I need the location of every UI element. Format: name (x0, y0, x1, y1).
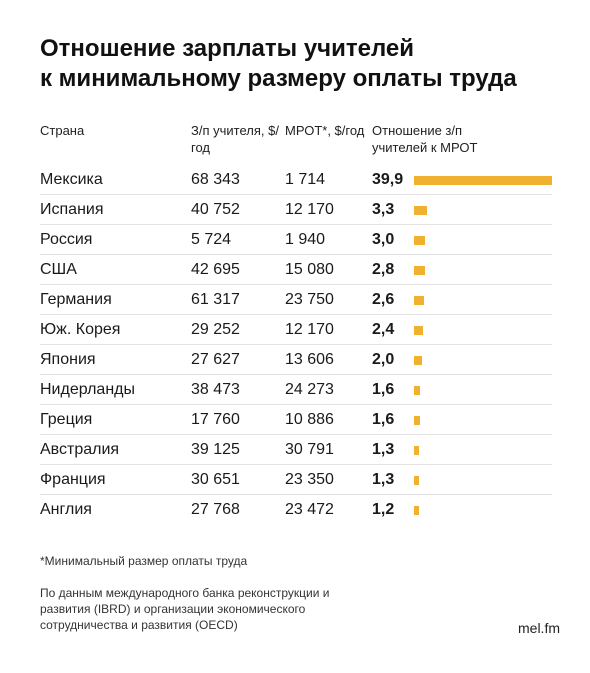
chart-title: Отношение зарплаты учителей к минимально… (40, 34, 570, 94)
salary-cell: 39 125 (191, 441, 240, 458)
table-row: Россия 5 724 1 940 3,0 (40, 225, 552, 255)
mrot-cell: 23 350 (285, 471, 334, 488)
ratio-label: 2,4 (372, 321, 395, 338)
ratio-label: 3,0 (372, 231, 395, 248)
salary-cell: 30 651 (191, 471, 240, 488)
ratio-bar (414, 266, 425, 275)
table-row: Германия 61 317 23 750 2,6 (40, 285, 552, 315)
mrot-cell: 12 170 (285, 321, 334, 338)
mrot-cell: 13 606 (285, 351, 334, 368)
ratio-bar (414, 446, 419, 455)
salary-cell: 5 724 (191, 231, 232, 248)
ratio-label: 1,3 (372, 441, 395, 458)
table-row: Австралия 39 125 30 791 1,3 (40, 435, 552, 465)
country-cell: Нидерланды (40, 381, 135, 398)
country-cell: Германия (40, 291, 112, 308)
header-salary: З/п учителя, $/год (191, 123, 279, 155)
mrot-cell: 23 750 (285, 291, 334, 308)
mrot-cell: 23 472 (285, 501, 334, 518)
table-row: Нидерланды 38 473 24 273 1,6 (40, 375, 552, 405)
country-cell: США (40, 261, 77, 278)
table-row: Франция 30 651 23 350 1,3 (40, 465, 552, 495)
salary-cell: 29 252 (191, 321, 240, 338)
country-cell: Россия (40, 231, 93, 248)
title-line-1: Отношение зарплаты учителей (40, 35, 414, 62)
country-cell: Юж. Корея (40, 321, 121, 338)
ratio-label: 2,6 (372, 291, 395, 308)
country-cell: Греция (40, 411, 93, 428)
mrot-cell: 12 170 (285, 201, 334, 218)
salary-cell: 68 343 (191, 171, 240, 188)
ratio-label: 1,6 (372, 411, 395, 428)
country-cell: Англия (40, 501, 92, 518)
ratio-bar (414, 386, 420, 395)
mrot-cell: 24 273 (285, 381, 334, 398)
source-note: По данным международного банка реконстру… (40, 586, 330, 632)
ratio-bar (414, 506, 419, 515)
salary-cell: 27 768 (191, 501, 240, 518)
salary-cell: 42 695 (191, 261, 240, 278)
mrot-cell: 10 886 (285, 411, 334, 428)
ratio-bar (414, 176, 552, 185)
ratio-label: 3,3 (372, 201, 395, 218)
country-cell: Испания (40, 201, 104, 218)
ratio-bar (414, 236, 425, 245)
table-row: Юж. Корея 29 252 12 170 2,4 (40, 315, 552, 345)
mrot-cell: 15 080 (285, 261, 334, 278)
salary-cell: 17 760 (191, 411, 240, 428)
data-table: Мексика 68 343 1 714 39,9 Испания 40 752 12 17… (40, 165, 552, 525)
country-cell: Япония (40, 351, 96, 368)
table-row: Мексика 68 343 1 714 39,9 (40, 165, 552, 195)
country-cell: Франция (40, 471, 106, 488)
salary-cell: 27 627 (191, 351, 240, 368)
country-cell: Австралия (40, 441, 120, 458)
ratio-bar (414, 416, 420, 425)
mrot-cell: 1 940 (285, 231, 326, 248)
ratio-bar (414, 326, 423, 335)
title-line-2: к минимальному размеру оплаты труда (40, 65, 517, 92)
ratio-bar (414, 476, 419, 485)
country-cell: Мексика (40, 171, 103, 188)
ratio-label: 2,0 (372, 351, 395, 368)
ratio-label: 39,9 (372, 171, 404, 188)
header-mrot: МРОТ*, $/год (285, 123, 365, 138)
mrot-cell: 1 714 (285, 171, 326, 188)
salary-cell: 61 317 (191, 291, 240, 308)
footnote: *Минимальный размер оплаты труда (40, 554, 248, 568)
mrot-cell: 30 791 (285, 441, 334, 458)
salary-cell: 40 752 (191, 201, 240, 218)
header-country: Страна (40, 123, 85, 138)
table-row: Англия 27 768 23 472 1,2 (40, 495, 552, 525)
ratio-label: 1,3 (372, 471, 395, 488)
brand-logo-text: mel.fm (518, 620, 560, 636)
ratio-bar (414, 206, 427, 215)
ratio-label: 1,2 (372, 501, 395, 518)
header-ratio: Отношение з/п учителей к МРОТ (372, 123, 478, 155)
table-row: Япония 27 627 13 606 2,0 (40, 345, 552, 375)
ratio-label: 2,8 (372, 261, 395, 278)
ratio-bar (414, 296, 424, 305)
table-row: Испания 40 752 12 170 3,3 (40, 195, 552, 225)
ratio-bar (414, 356, 422, 365)
table-row: Греция 17 760 10 886 1,6 (40, 405, 552, 435)
salary-cell: 38 473 (191, 381, 240, 398)
table-row: США 42 695 15 080 2,8 (40, 255, 552, 285)
ratio-label: 1,6 (372, 381, 395, 398)
